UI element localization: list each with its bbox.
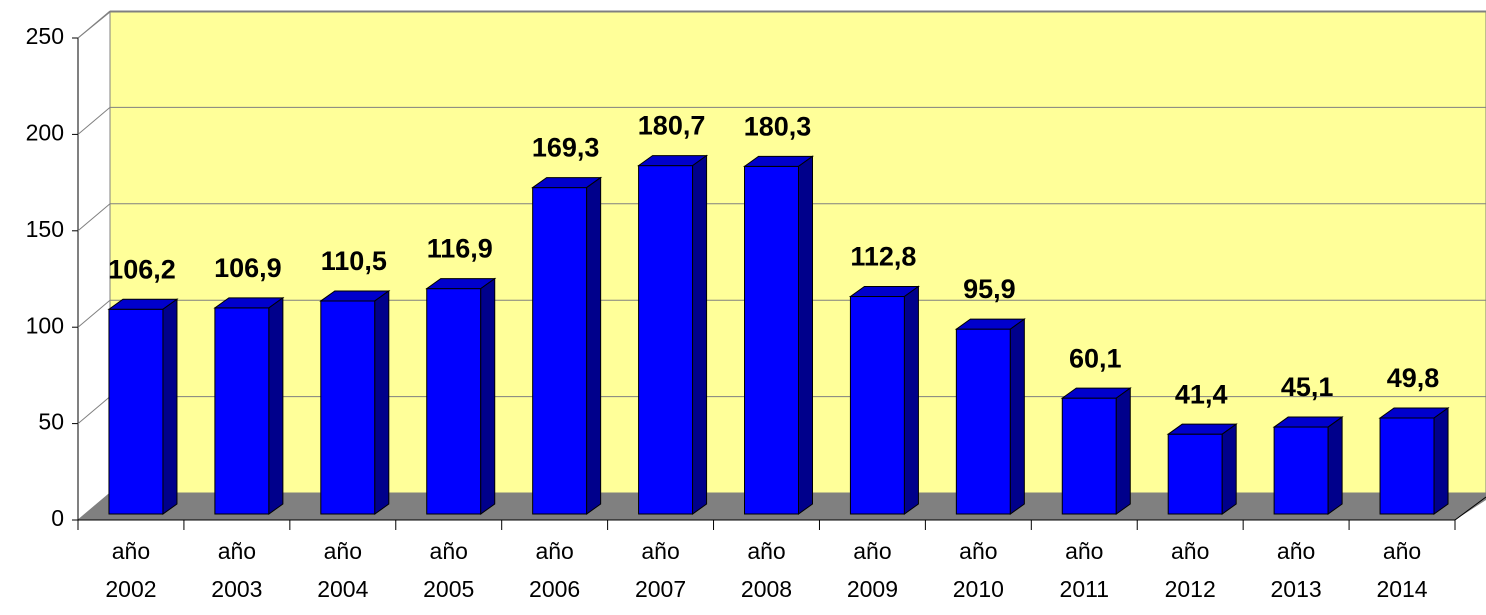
bar-side (162, 298, 178, 515)
bar-side (1433, 407, 1449, 515)
bar-side (1327, 416, 1343, 515)
y-tick-label: 0 (51, 505, 64, 531)
bar (955, 328, 1011, 515)
y-tick-label: 200 (26, 119, 64, 145)
grid-line (77, 107, 111, 135)
value-label: 110,5 (321, 246, 387, 276)
grid-line (77, 396, 111, 424)
bar-side (1221, 423, 1237, 515)
grid-line (77, 10, 111, 39)
bar-side (268, 296, 284, 515)
grid-line (77, 203, 111, 232)
side-wall (77, 10, 111, 522)
y-tick-label: 250 (26, 23, 64, 49)
bar (532, 187, 588, 515)
x-tick-label: año 2002 (105, 538, 157, 602)
bar (1061, 397, 1117, 515)
value-label: 49,8 (1387, 363, 1440, 393)
value-label: 106,2 (108, 254, 176, 284)
x-tick-label: año 2009 (846, 538, 898, 602)
bar (849, 296, 905, 515)
bar-side (1009, 318, 1025, 515)
value-label: 180,7 (638, 111, 706, 141)
x-tick-label: año 2003 (211, 538, 263, 602)
value-label: 112,8 (850, 242, 916, 272)
value-label: 45,1 (1281, 372, 1334, 402)
x-tick-label: año 2014 (1376, 538, 1428, 602)
bar (214, 307, 270, 515)
value-label: 180,3 (744, 112, 812, 142)
y-tick-label: 150 (26, 216, 64, 242)
bar-side (903, 285, 919, 515)
bar (1379, 417, 1435, 515)
value-label: 95,9 (963, 274, 1016, 304)
bar (108, 308, 164, 515)
x-tick-label: año 2012 (1164, 538, 1216, 602)
bar-side (692, 154, 708, 515)
bar-side (374, 289, 390, 515)
x-tick-label: año 2011 (1059, 538, 1109, 602)
bar (744, 165, 799, 515)
x-tick-label: año 2005 (423, 538, 475, 602)
value-label: 169,3 (532, 133, 600, 163)
x-tick-label: año 2007 (634, 538, 687, 602)
x-tick-label: año 2006 (529, 538, 581, 602)
bar (638, 165, 694, 515)
bar-side (798, 155, 813, 515)
x-tick-label: año 2013 (1270, 538, 1322, 602)
bar-side (586, 176, 602, 515)
value-label: 41,4 (1175, 379, 1228, 409)
value-label: 116,9 (427, 234, 493, 264)
value-label: 106,9 (214, 253, 282, 283)
x-tick-label: año 2008 (740, 538, 793, 602)
y-tick-label: 100 (26, 312, 64, 338)
bar (1273, 426, 1329, 515)
bar-side (1115, 387, 1131, 515)
x-tick-label: año 2010 (952, 538, 1004, 602)
bar (1167, 433, 1223, 515)
bar (320, 300, 376, 515)
bar-side (480, 277, 496, 515)
y-tick-label: 50 (38, 409, 64, 435)
bar (426, 288, 482, 515)
value-label: 60,1 (1069, 343, 1122, 373)
x-tick-label: año 2004 (317, 538, 369, 602)
grid-line (77, 299, 111, 328)
